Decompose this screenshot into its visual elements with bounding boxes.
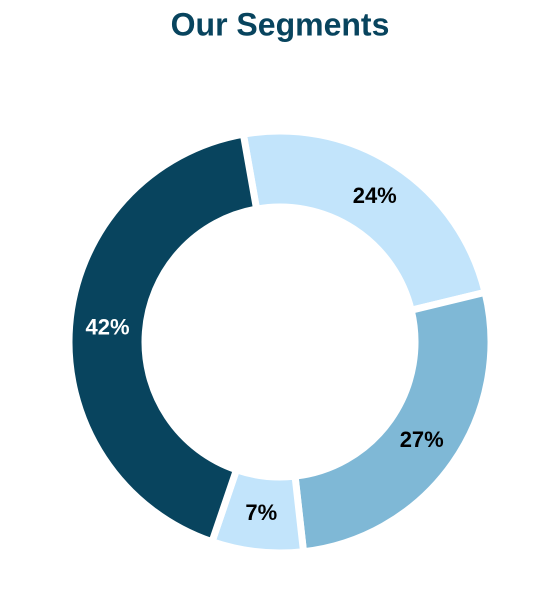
donut-segment xyxy=(291,288,495,556)
value-label: 27% xyxy=(400,427,444,452)
donut-segment xyxy=(65,130,261,547)
value-label: 7% xyxy=(245,500,277,525)
value-label: 24% xyxy=(353,183,397,208)
donut-segment xyxy=(239,127,490,315)
value-label: 42% xyxy=(85,315,129,340)
chart-title: Our Segments xyxy=(171,6,390,42)
